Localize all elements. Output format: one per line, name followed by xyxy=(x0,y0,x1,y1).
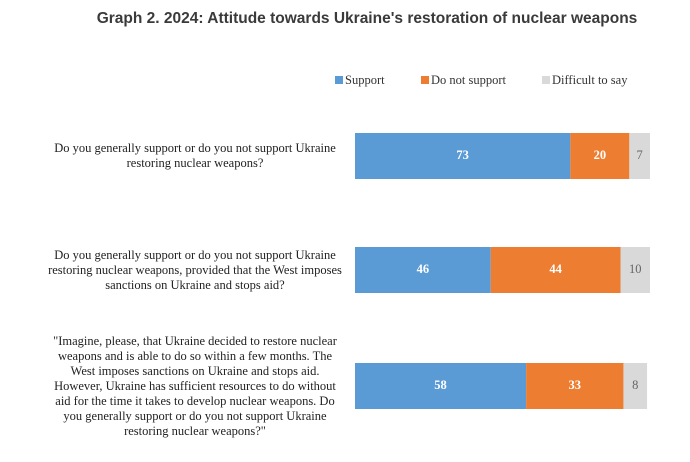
bar-segment xyxy=(526,363,624,409)
value-label: 73 xyxy=(456,148,469,162)
category-label: Do you generally support or do you not s… xyxy=(45,86,345,226)
legend-swatch xyxy=(335,76,343,84)
category-text: Do you generally support or do you not s… xyxy=(48,247,342,292)
bar-segment xyxy=(629,133,650,179)
bar-segment xyxy=(355,363,527,409)
value-label: 44 xyxy=(549,262,562,276)
value-label: 58 xyxy=(434,378,447,392)
value-label: 33 xyxy=(569,378,582,392)
category-label: Do you generally support or do you not s… xyxy=(45,200,345,340)
value-label: 20 xyxy=(594,148,607,162)
legend-label: Difficult to say xyxy=(552,73,628,87)
value-label: 10 xyxy=(629,262,642,276)
value-label: 46 xyxy=(417,262,430,276)
value-label: 7 xyxy=(637,148,643,162)
legend-swatch xyxy=(542,76,550,84)
bar-segment xyxy=(490,247,621,293)
bar-segment xyxy=(623,363,648,409)
category-text: Do you generally support or do you not s… xyxy=(54,141,336,170)
value-label: 8 xyxy=(632,378,638,392)
legend-label: Support xyxy=(345,73,385,87)
category-text: "Imagine, please, that Ukraine decided t… xyxy=(53,333,337,438)
bar-segment xyxy=(355,247,491,293)
category-label: "Imagine, please, that Ukraine decided t… xyxy=(45,316,345,456)
bar-segment xyxy=(355,133,571,179)
legend-label: Do not support xyxy=(431,73,507,87)
legend-swatch xyxy=(421,76,429,84)
bar-segment xyxy=(570,133,630,179)
bar-segment xyxy=(620,247,650,293)
chart-title: Graph 2. 2024: Attitude towards Ukraine'… xyxy=(96,10,638,27)
